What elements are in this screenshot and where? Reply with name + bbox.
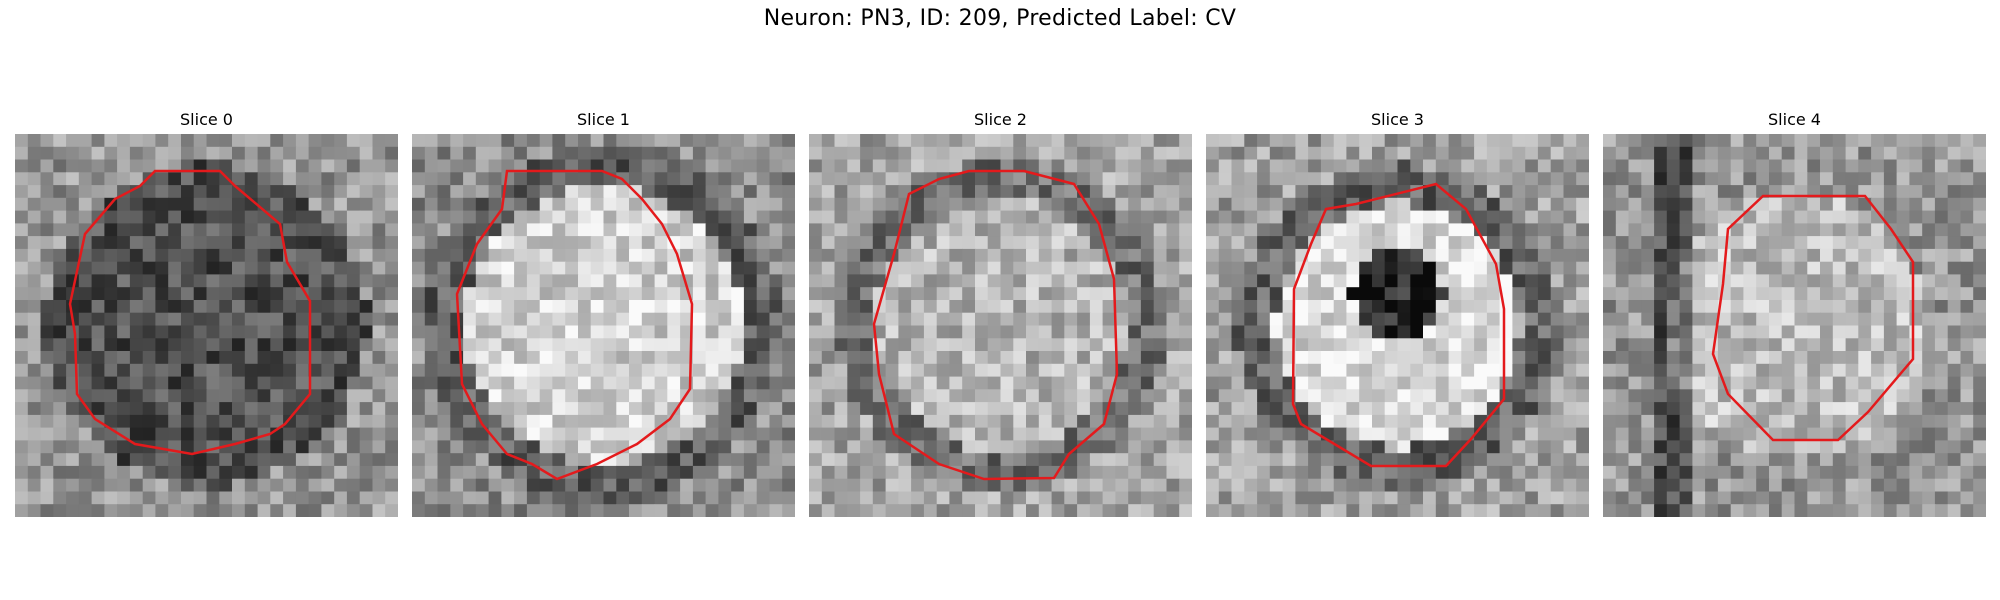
panel-slice-2: Slice 2 [809,108,1192,517]
micrograph-image [1603,134,1986,517]
figure-title: Neuron: PN3, ID: 209, Predicted Label: C… [763,6,1237,31]
segmentation-contour [1711,194,1915,442]
micrograph-image [15,134,398,517]
segmentation-contour [455,169,694,481]
panel-slice-1: Slice 1 [412,108,795,517]
panel-title: Slice 0 [180,110,233,129]
micrograph-image [412,134,795,517]
panel-title: Slice 3 [1371,110,1424,129]
segmentation-contour [1291,182,1506,468]
micrograph-image [809,134,1192,517]
micrograph-image [1206,134,1589,517]
panel-title: Slice 1 [577,110,630,129]
segmentation-contour [68,169,312,456]
panel-title: Slice 4 [1768,110,1821,129]
segmentation-contour [872,169,1119,481]
panel-slice-4: Slice 4 [1603,108,1986,517]
panel-slice-0: Slice 0 [15,108,398,517]
panel-slice-3: Slice 3 [1206,108,1589,517]
panel-title: Slice 2 [974,110,1027,129]
